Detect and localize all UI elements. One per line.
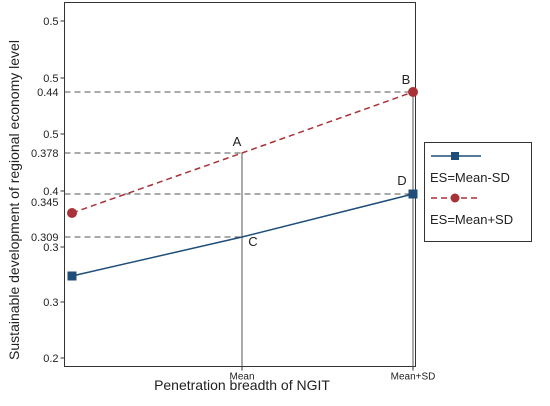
point-labels: A B C D xyxy=(233,72,411,249)
y-tick-label: 0.2 xyxy=(43,353,58,365)
y-axis: 0.2 0.3 0.3 0.4 0.5 0.5 0.5 0.44 0.378 0.345 0.309 xyxy=(31,16,65,365)
legend-label-mean-minus-sd: ES=Mean-SD xyxy=(430,170,510,185)
legend-marker-square xyxy=(451,152,459,160)
legend: ES=Mean-SD ES=Mean+SD xyxy=(424,142,532,242)
point-mean-plus-sd xyxy=(67,208,77,218)
point-mean-minus-sd xyxy=(408,189,418,199)
guide-lines xyxy=(64,91,414,367)
y-tick-label: 0.5 xyxy=(43,16,58,28)
x-axis: Mean Mean+SD xyxy=(229,366,436,383)
y-tick-label: 0.5 xyxy=(43,129,58,141)
y-tick-label: 0.4 xyxy=(43,186,58,198)
series-line-mean-plus-sd xyxy=(71,91,414,214)
x-axis-title: Penetration breadth of NGIT xyxy=(154,377,330,393)
point-mean-plus-sd xyxy=(408,87,418,97)
point-label-c: C xyxy=(248,234,257,249)
y-tick-label: 0.3 xyxy=(43,297,58,309)
plot-frame xyxy=(64,2,416,367)
point-mean-minus-sd xyxy=(67,271,77,281)
x-tick-label: Mean xyxy=(229,372,254,383)
point-label-b: B xyxy=(402,72,411,87)
y-tick-label: 0.5 xyxy=(43,73,58,85)
y-marked-value: 0.378 xyxy=(31,148,59,160)
series-line-mean-minus-sd xyxy=(71,193,414,277)
point-label-a: A xyxy=(233,134,242,149)
y-marked-value: 0.309 xyxy=(31,232,59,244)
y-axis-title: Sustainable development of regional econ… xyxy=(6,40,22,360)
point-label-d: D xyxy=(397,173,406,188)
x-tick-label: Mean+SD xyxy=(391,372,436,383)
y-tick-label: 0.3 xyxy=(43,242,58,254)
y-marked-value: 0.44 xyxy=(37,87,58,99)
legend-marker-circle xyxy=(450,193,460,203)
series-layer xyxy=(67,87,418,281)
legend-label-mean-plus-sd: ES=Mean+SD xyxy=(430,212,513,227)
legend-box xyxy=(424,142,532,242)
y-marked-value: 0.345 xyxy=(31,197,59,209)
